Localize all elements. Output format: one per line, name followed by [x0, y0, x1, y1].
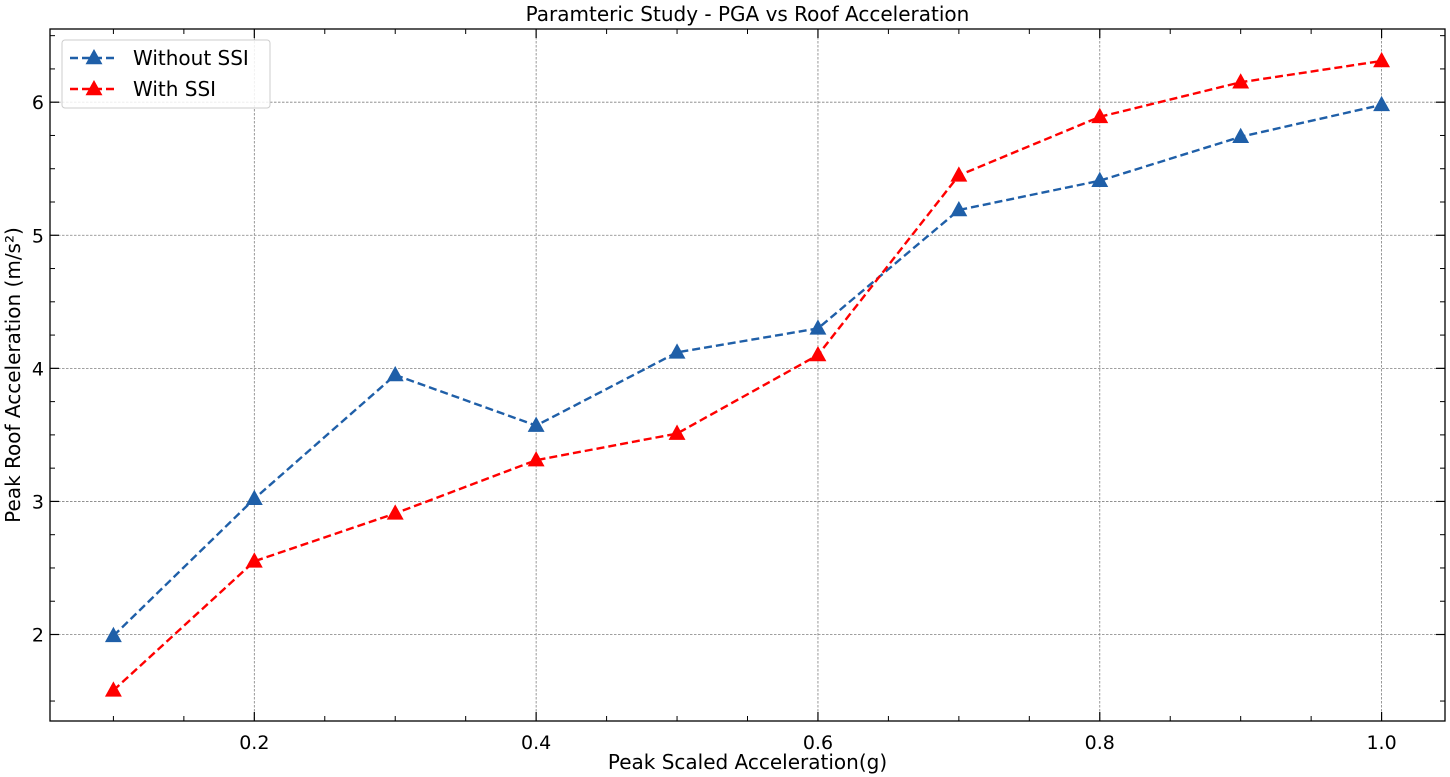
data-point [950, 166, 968, 182]
major-ticks [50, 29, 1445, 721]
x-tick-label: 1.0 [1366, 732, 1396, 754]
data-point [245, 552, 263, 568]
y-tick-labels: 2 3 4 5 6 [32, 92, 44, 646]
y-tick-label: 3 [32, 491, 44, 513]
data-point [668, 343, 686, 359]
grid [50, 29, 1445, 721]
data-point [104, 681, 122, 697]
legend-marker [85, 79, 103, 96]
data-point [245, 489, 263, 506]
x-tick-label: 0.4 [521, 732, 551, 754]
data-point [1232, 73, 1250, 89]
series-without-ssi [104, 95, 1391, 643]
data-point [527, 416, 545, 432]
x-tick-labels: 0.2 0.4 0.6 0.8 1.0 [239, 732, 1396, 754]
legend: Without SSI With SSI [61, 39, 271, 109]
data-point [809, 319, 827, 335]
series-line [112, 59, 1382, 692]
legend-label: Without SSI [133, 46, 249, 70]
data-point [1232, 127, 1250, 144]
y-axis-label: Peak Roof Acceleration (m/s²) [1, 227, 25, 523]
plot-frame [49, 28, 1446, 722]
data-point [1091, 171, 1109, 187]
y-tick-label: 4 [32, 358, 44, 380]
data-point [104, 626, 122, 643]
y-tick-label: 2 [32, 625, 44, 647]
data-point [1091, 107, 1109, 124]
legend-item: Without SSI [70, 46, 249, 70]
data-point [1373, 51, 1391, 68]
chart-title: Paramteric Study - PGA vs Roof Accelerat… [526, 2, 970, 26]
data-point [950, 200, 968, 217]
y-tick-label: 6 [32, 92, 44, 114]
minor-ticks [50, 29, 1445, 721]
series-with-ssi [104, 51, 1391, 697]
x-tick-label: 0.6 [803, 732, 833, 754]
data-point [1373, 95, 1391, 112]
series-layer [104, 51, 1391, 697]
x-axis-label: Peak Scaled Acceleration(g) [608, 750, 887, 774]
legend-items: Without SSI With SSI [70, 46, 249, 101]
legend-marker [85, 48, 103, 65]
legend-item: With SSI [70, 77, 216, 101]
data-point [386, 365, 404, 382]
legend-label: With SSI [133, 77, 216, 101]
data-point [386, 504, 404, 520]
data-point [809, 346, 827, 362]
series-line [112, 103, 1382, 637]
x-tick-label: 0.2 [239, 732, 269, 754]
data-point [668, 424, 686, 440]
y-tick-label: 5 [32, 225, 44, 247]
x-tick-label: 0.8 [1085, 732, 1115, 754]
data-point [527, 451, 545, 467]
